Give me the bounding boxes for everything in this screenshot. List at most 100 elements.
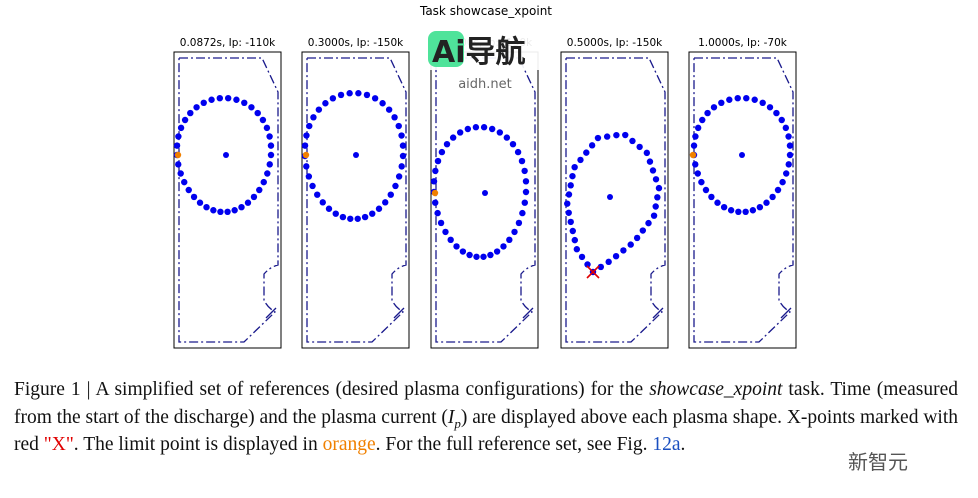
boundary-point [488, 125, 496, 133]
boundary-point [231, 207, 238, 214]
boundary-point [652, 176, 660, 183]
caption-orange: orange [322, 434, 376, 455]
figure-title: Task showcase_xpoint [419, 4, 552, 18]
boundary-point [742, 208, 749, 216]
boundary-point [254, 109, 261, 117]
boundary-point [398, 163, 405, 170]
boundary-point [200, 99, 207, 107]
boundary-point [578, 253, 586, 261]
boundary-point [633, 234, 641, 242]
boundary-point [622, 131, 629, 139]
boundary-point [511, 228, 518, 236]
boundary-point [759, 99, 766, 107]
boundary-point [565, 209, 572, 216]
boundary-point [399, 142, 407, 149]
watermark-logo: Ai导航 [432, 35, 526, 70]
panel-frame [301, 51, 410, 349]
boundary-point [774, 186, 782, 194]
boundary-point [391, 114, 398, 121]
boundary-point [306, 122, 313, 130]
boundary-point [438, 148, 446, 156]
boundary-point [303, 132, 310, 139]
boundary-point [645, 219, 652, 227]
boundary-point [597, 263, 605, 271]
boundary-point [203, 203, 210, 211]
boundary-point [187, 109, 194, 117]
boundary-point [430, 178, 438, 185]
boundary-point [786, 151, 794, 159]
boundary-point [710, 104, 718, 111]
boundary-point [506, 236, 513, 244]
boundary-point [238, 203, 245, 211]
boundary-point [319, 199, 326, 206]
boundary-point [332, 210, 339, 217]
boundary-point [704, 109, 711, 117]
boundary-point [434, 157, 442, 165]
plasma-center [223, 152, 229, 158]
boundary-point [612, 252, 620, 260]
boundary-point [714, 199, 721, 206]
caption-text: . The limit point is displayed in [73, 434, 323, 455]
panel-title: 0.3000s, Ip: -150k [308, 37, 404, 49]
boundary-point [720, 203, 728, 211]
boundary-point [322, 100, 329, 107]
boundary-point [399, 152, 407, 160]
boundary-point [521, 199, 528, 206]
boundary-point [339, 213, 347, 221]
boundary-point [613, 131, 620, 139]
boundary-point [185, 186, 192, 194]
x-point [586, 265, 600, 279]
boundary-point [310, 114, 317, 121]
boundary-point [773, 109, 780, 117]
boundary-point [224, 94, 232, 102]
boundary-point [480, 253, 487, 260]
boundary-point [459, 248, 467, 255]
boundary-point [518, 157, 526, 165]
boundary-point [309, 182, 316, 190]
boundary-point [443, 140, 451, 148]
panel: 0.5000s, Ip: -150k [560, 37, 669, 349]
vessel-outline [435, 57, 536, 343]
boundary-point [181, 116, 189, 124]
caption: Figure 1 | A simplified set of reference… [14, 376, 958, 459]
boundary-point [735, 208, 742, 216]
plasma-center [482, 190, 488, 196]
vessel-outline [565, 57, 666, 343]
vessel-detail [265, 307, 277, 319]
boundary-point [337, 91, 345, 99]
boundary-point [267, 142, 275, 149]
boundary-point [301, 142, 309, 149]
boundary-point [522, 178, 530, 185]
boundary-point [244, 199, 252, 206]
boundary-point [692, 161, 699, 168]
boundary-point [649, 167, 657, 174]
boundary-point [519, 209, 526, 217]
boundary-point [379, 100, 386, 107]
boundary-point [588, 142, 596, 149]
boundary-point [387, 191, 394, 198]
boundary-point [210, 207, 217, 214]
vessel-detail [393, 307, 405, 319]
boundary-point [521, 167, 528, 175]
boundary-point [224, 208, 231, 216]
boundary-point [564, 200, 571, 207]
boundary-point [690, 142, 698, 149]
boundary-point [392, 182, 399, 190]
plasma-center [607, 194, 613, 200]
boundary-point [233, 96, 240, 103]
boundary-point [196, 199, 204, 206]
boundary-point [605, 258, 612, 266]
panel-title: 1.0000s, Ip: -70k [698, 37, 788, 49]
panel: 1.0000s, Ip: -70k [688, 37, 797, 349]
boundary-point [173, 142, 181, 149]
boundary-point [785, 133, 792, 140]
boundary-point [702, 186, 710, 194]
limit-point [302, 151, 310, 159]
watermark-brand: 新智元 [848, 446, 908, 475]
caption-figref[interactable]: 12a [652, 434, 681, 455]
panel-title: 0.0872s, Ip: -110k [180, 37, 276, 49]
boundary-point [786, 142, 794, 149]
boundary-point [177, 170, 184, 177]
boundary-point [718, 99, 725, 107]
